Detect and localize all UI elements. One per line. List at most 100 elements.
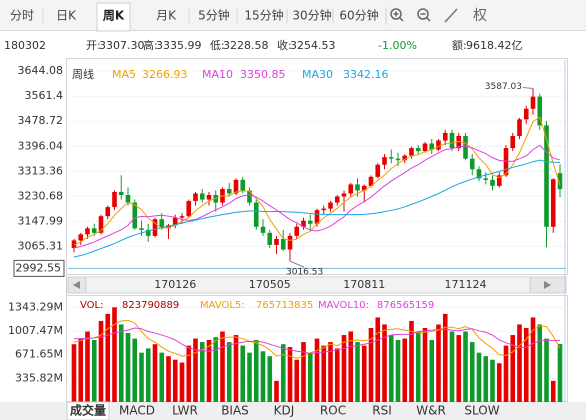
candle-body [307,220,313,224]
volume-bar [78,338,84,402]
indicator-tab[interactable]: ROC [320,404,346,418]
toolbar-tab[interactable]: 月K [156,9,177,23]
candle-body [294,226,300,236]
volume-bar [429,339,435,402]
quote-label: 开: [86,39,101,52]
indicator-tab[interactable]: LWR [172,404,198,418]
indicator-tab[interactable]: RSI [372,404,392,418]
candle-body [456,135,462,149]
quote-value: 3254.53 [290,39,336,52]
y-tick-label: 3644.08 [18,64,64,77]
toolbar-tab[interactable]: 周K [103,9,125,23]
candle-body [517,119,522,136]
volume-bar [422,327,428,402]
volume-bar [537,324,543,402]
candle-body [166,225,171,229]
candle-body [544,125,549,227]
volume-bar [402,338,408,402]
volume-bar [469,342,475,402]
legend-value: 3342.16 [343,68,389,81]
candle-body [226,188,232,194]
volume-bar [355,342,360,402]
candle-body [415,148,421,152]
volume-bar [334,348,340,402]
quote-value: 3335.99 [156,39,202,52]
x-tick-label: 171124 [445,278,487,291]
candle-body [132,202,138,229]
volume-bar [314,338,320,402]
candle-body [388,157,394,159]
candle-body [429,143,435,150]
legend-name: MA10 [202,68,233,81]
indicator-tab[interactable]: KDJ [274,404,295,418]
indicator-tab[interactable]: BIAS [221,404,249,418]
toolbar-tab[interactable]: 15分钟 [244,8,283,23]
indicator-tab[interactable]: MACD [119,404,155,418]
candle-body [375,164,381,177]
toolbar-tab[interactable]: 60分钟 [339,8,378,23]
legend-name: MAVOL10: [318,300,369,311]
toolbar-tab[interactable]: 日K [56,9,77,23]
high-leader [522,86,534,89]
adjust-button[interactable]: 权 [473,8,487,24]
x-tick-label: 170505 [249,278,291,291]
volume-bar [436,324,441,402]
candle-body [382,157,387,165]
volume-bar [328,342,333,402]
volume-bar [125,332,131,402]
zoom-in-icon[interactable] [390,8,404,22]
draw-icon[interactable] [444,8,458,23]
volume-bar [105,313,111,402]
candle-body [422,143,428,152]
y-tick-label: 1007.47M [8,324,63,337]
candle-body [361,185,367,191]
low-leader [289,260,305,268]
toolbar-tab[interactable]: 5分钟 [198,8,230,23]
volume-bar [409,320,414,402]
indicator-tab[interactable]: W&R [416,404,446,418]
ma-line [73,116,561,246]
quote-value: 3228.58 [223,39,269,52]
volume-bar [375,317,381,402]
candle-body [314,210,320,224]
volume-bar [294,359,300,402]
candle-body [105,207,111,217]
volume-bar [557,343,563,402]
candle-body [537,96,543,126]
quote-change: -1.00% [378,39,417,52]
indicator-tab[interactable]: SLOW [464,404,499,418]
candle-body [240,179,246,191]
volume-bar [415,331,421,402]
volume-bar [118,324,124,402]
candle-body [78,234,84,241]
volume-bar [510,335,516,402]
indicator-tab[interactable]: 成交量 [70,403,106,418]
legend-name: VOL: [80,300,103,311]
volume-bar [233,335,239,402]
volume-bar [199,342,205,402]
volume-bar [490,359,495,402]
scrollbar[interactable] [67,276,567,294]
legend-name: MA30 [302,68,333,81]
volume-bar [517,324,522,402]
low-annotation: 3016.53 [286,268,323,278]
candle-body [490,179,495,186]
volume-bar [388,335,394,402]
volume-bar [307,352,313,402]
candle-body [71,240,77,248]
y-tick-label: 3478.72 [18,114,64,127]
volume-bar [145,348,151,402]
volume-bar [166,356,171,402]
volume-bar [132,338,138,402]
scroll-left-arrow [73,281,80,289]
zoom-out-icon[interactable] [417,8,431,22]
ma-line [73,159,561,258]
toolbar-tab[interactable]: 30分钟 [292,8,331,23]
volume-bar [186,345,192,402]
y-tick-label: 3065.31 [18,239,64,252]
y-tick-label: 3313.36 [18,164,64,177]
candle-body [510,135,516,149]
candle-body [348,184,354,194]
toolbar-tab[interactable]: 分时 [10,9,34,23]
